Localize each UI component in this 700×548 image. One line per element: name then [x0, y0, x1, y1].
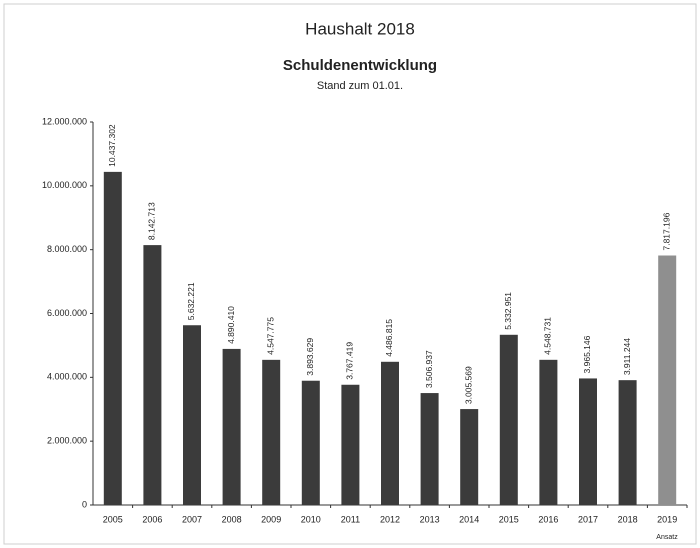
bar [222, 348, 241, 505]
x-tick-label: 2018 [618, 514, 638, 524]
value-label: 10.437.302 [107, 124, 117, 167]
x-tick-label: 2017 [578, 514, 598, 524]
bar [183, 325, 201, 505]
bar [143, 245, 162, 505]
x-tick-label: 2009 [261, 514, 281, 524]
y-tick-label: 12.000.000 [42, 116, 87, 126]
y-tick-label: 4.000.000 [47, 372, 87, 382]
x-tick-label: 2013 [420, 514, 440, 524]
x-tick-label: 2016 [538, 514, 558, 524]
value-label: 5.632.221 [186, 282, 196, 320]
value-label: 4.486.815 [384, 319, 394, 357]
bar [618, 380, 637, 505]
annotation: Ansatz [656, 534, 678, 541]
value-label: 3.965.146 [582, 335, 592, 373]
chart-title: Haushalt 2018 [305, 19, 415, 38]
bar [262, 359, 281, 505]
x-tick-label: 2006 [142, 514, 162, 524]
bar [658, 255, 677, 505]
value-label: 4.548.731 [543, 317, 553, 355]
value-label: 3.767.419 [345, 342, 355, 380]
value-label: 3.005.569 [463, 366, 473, 404]
x-tick-label: 2011 [341, 514, 360, 524]
chart-subtitle: Schuldenentwicklung [283, 57, 437, 74]
bar [460, 409, 479, 505]
bar [420, 393, 439, 505]
value-label: 8.142.713 [147, 202, 157, 240]
bar [381, 361, 399, 505]
value-label: 7.817.196 [661, 212, 671, 250]
value-label: 3.506.937 [424, 350, 434, 388]
x-tick-label: 2007 [182, 514, 202, 524]
y-tick-label: 0 [82, 499, 87, 509]
y-tick-label: 2.000.000 [47, 436, 87, 446]
bar [499, 334, 518, 505]
x-tick-label: 2005 [103, 514, 123, 524]
value-label: 4.890.410 [226, 306, 236, 344]
x-tick-label: 2019 [657, 514, 677, 524]
value-label: 5.332.951 [503, 292, 513, 330]
y-tick-label: 10.000.000 [42, 180, 87, 190]
value-label: 3.893.629 [305, 338, 315, 376]
x-tick-label: 2008 [222, 514, 242, 524]
bar [539, 359, 558, 505]
x-tick-label: 2012 [380, 514, 400, 524]
x-tick-label: 2015 [499, 514, 519, 524]
y-tick-label: 8.000.000 [47, 244, 87, 254]
x-tick-label: 2010 [301, 514, 321, 524]
bar [341, 384, 360, 505]
bar [579, 378, 597, 505]
y-tick-label: 6.000.000 [47, 308, 87, 318]
x-tick-label: 2014 [459, 514, 479, 524]
value-label: 4.547.775 [265, 317, 275, 355]
value-label: 3.911.244 [622, 338, 632, 375]
bar [301, 380, 320, 505]
bar [103, 171, 122, 506]
chart-subtitle: Stand zum 01.01. [317, 80, 403, 92]
